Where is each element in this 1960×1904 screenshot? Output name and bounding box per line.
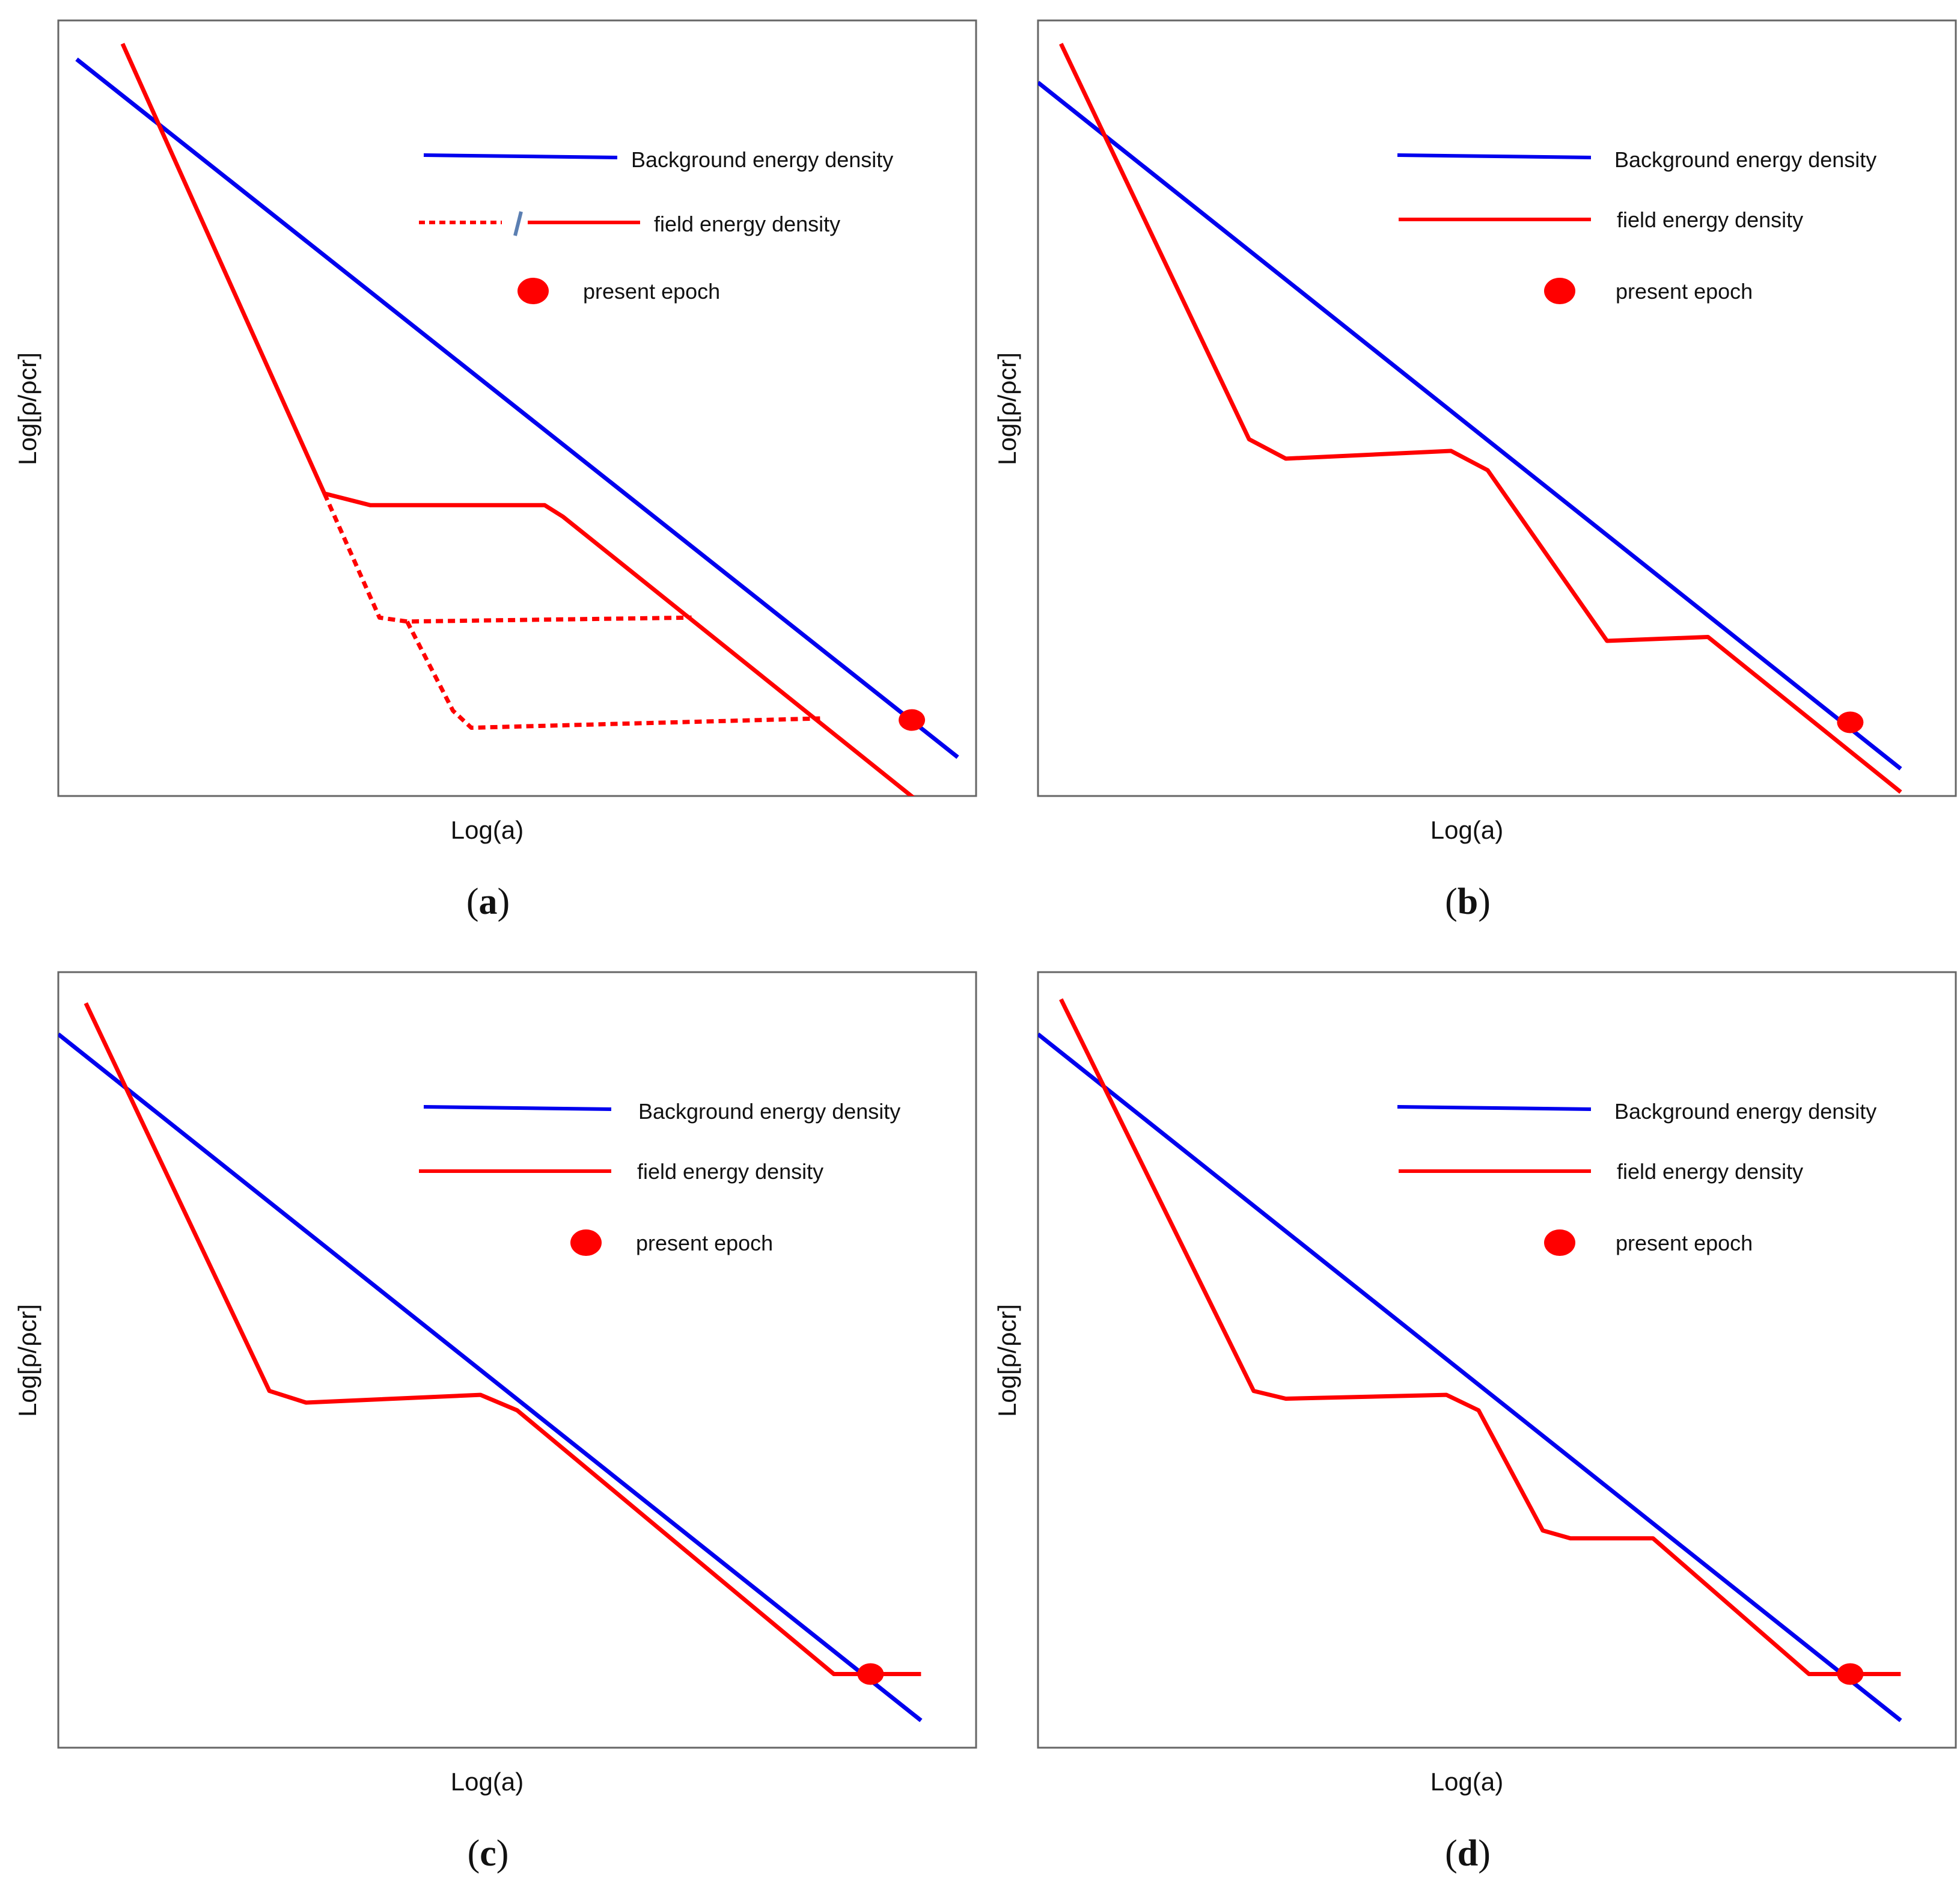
background-density-line	[75, 57, 959, 759]
present-epoch-marker	[899, 709, 926, 731]
y-axis-label: Log[ρ/ρcr]	[993, 1304, 1021, 1417]
plot-frame	[57, 19, 977, 797]
legend-epoch-label: present epoch	[1616, 279, 1753, 304]
legend-background-label: Background energy density	[638, 1099, 900, 1124]
caption-close-paren: )	[1478, 1833, 1491, 1874]
legend-field-label: field energy density	[1617, 207, 1803, 232]
field-density-dashed-line	[405, 620, 820, 730]
legend-epoch-label: present epoch	[636, 1231, 773, 1255]
background-density-line	[58, 1032, 923, 1722]
x-axis-label: Log(a)	[1430, 1768, 1503, 1796]
plot-frame	[57, 971, 977, 1749]
caption-letter: a	[479, 881, 498, 922]
legend-separator-mark	[513, 211, 523, 236]
panel-caption: (a)	[466, 881, 510, 922]
chart-a: Background energy density field energy de…	[13, 19, 977, 922]
y-axis-label: Log[ρ/ρcr]	[13, 352, 41, 465]
plot-area	[1038, 998, 1902, 1722]
legend-background-swatch	[1397, 153, 1592, 159]
legend-background-label: Background energy density	[1614, 1099, 1876, 1124]
legend-background-label: Background energy density	[1614, 147, 1876, 172]
chart-c: Background energy density field energy de…	[13, 971, 977, 1874]
legend-epoch-marker	[1544, 278, 1575, 304]
legend-field-label: field energy density	[1617, 1159, 1803, 1184]
caption-open-paren: (	[1445, 881, 1458, 922]
x-axis-label: Log(a)	[451, 816, 524, 844]
caption-close-paren: )	[498, 881, 510, 922]
y-axis-label: Log[ρ/ρcr]	[993, 352, 1021, 465]
legend-background-label: Background energy density	[631, 147, 893, 172]
plot-area	[75, 43, 959, 796]
panel-c: Background energy density field energy de…	[0, 952, 980, 1903]
present-epoch-marker	[1837, 711, 1864, 733]
legend-field-label: field energy density	[637, 1159, 823, 1184]
panel-b: Background energy density field energy de…	[980, 0, 1959, 952]
field-density-dashed-line	[322, 492, 692, 624]
background-density-line	[1038, 81, 1902, 771]
present-epoch-marker	[1837, 1663, 1864, 1685]
legend-background-swatch	[423, 1105, 612, 1111]
field-density-line	[120, 43, 915, 796]
present-epoch-marker	[857, 1663, 884, 1685]
caption-open-paren: (	[468, 1833, 480, 1874]
field-density-line	[1059, 43, 1902, 794]
legend-background-swatch	[423, 153, 618, 159]
x-axis-label: Log(a)	[451, 1768, 524, 1796]
caption-letter: b	[1458, 881, 1478, 922]
legend-field-label: field energy density	[654, 212, 840, 236]
caption-letter: d	[1458, 1833, 1478, 1874]
field-density-line	[84, 1002, 921, 1676]
plot-area	[58, 1002, 923, 1722]
plot-frame	[1037, 19, 1957, 797]
plot-area	[1038, 43, 1902, 794]
panel-caption: (c)	[468, 1833, 509, 1874]
caption-close-paren: )	[496, 1833, 509, 1874]
legend-epoch-marker	[570, 1229, 602, 1256]
panel-caption: (d)	[1445, 1833, 1491, 1874]
legend-background-swatch	[1397, 1105, 1592, 1111]
field-density-line	[1059, 998, 1901, 1676]
legend-epoch-label: present epoch	[583, 279, 720, 304]
chart-d: Background energy density field energy de…	[993, 971, 1957, 1874]
y-axis-label: Log[ρ/ρcr]	[13, 1304, 41, 1417]
legend-epoch-label: present epoch	[1616, 1231, 1753, 1255]
caption-open-paren: (	[1445, 1833, 1458, 1874]
legend-epoch-marker	[1544, 1229, 1575, 1256]
panel-a: Background energy density field energy de…	[0, 0, 980, 952]
caption-open-paren: (	[466, 881, 479, 922]
caption-close-paren: )	[1478, 881, 1491, 922]
x-axis-label: Log(a)	[1430, 816, 1503, 844]
panel-d: Background energy density field energy de…	[980, 952, 1959, 1903]
background-density-line	[1038, 1032, 1902, 1722]
legend-epoch-marker	[517, 278, 549, 304]
panel-caption: (b)	[1445, 881, 1491, 922]
caption-letter: c	[480, 1833, 496, 1874]
chart-b: Background energy density field energy de…	[993, 19, 1957, 922]
plot-frame	[1037, 971, 1957, 1749]
